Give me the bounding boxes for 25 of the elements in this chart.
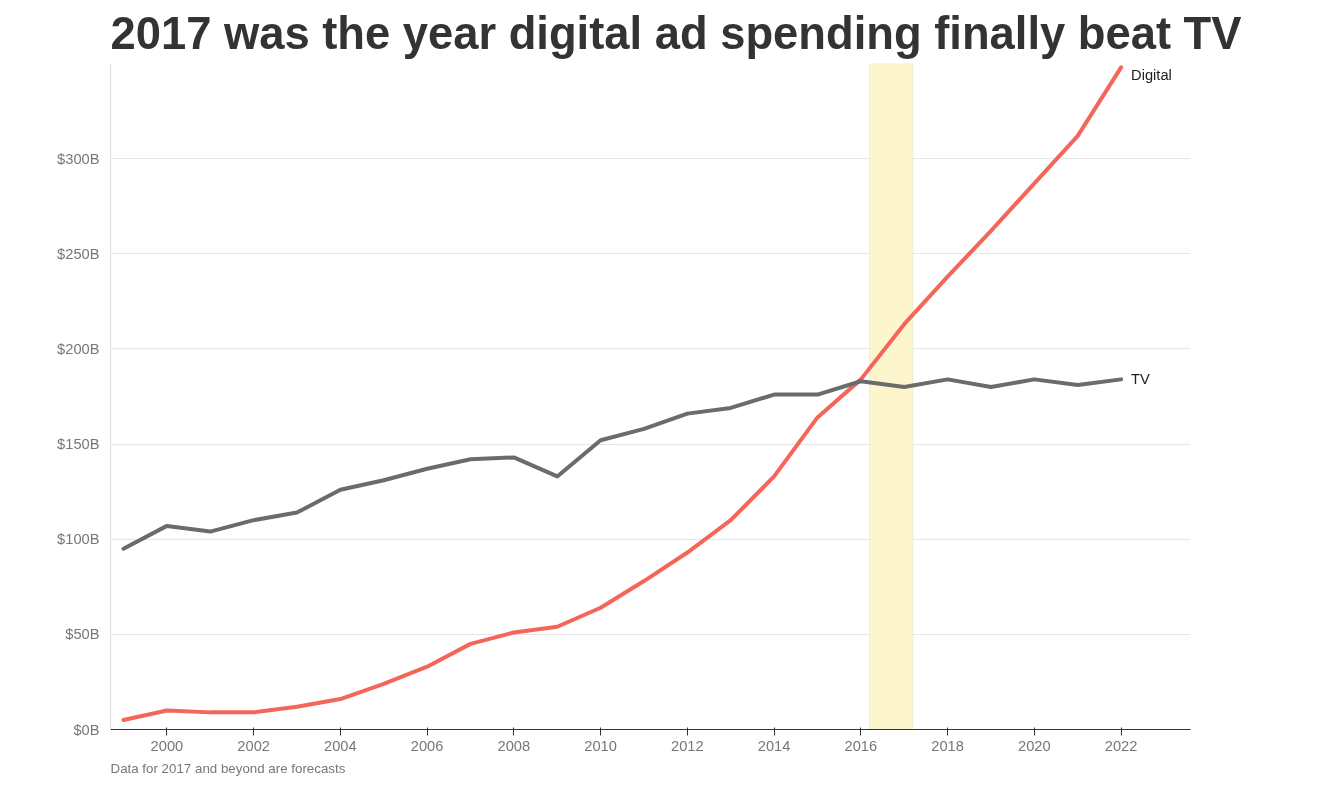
text: Data for 2017 and beyond are forecasts — [110, 760, 346, 776]
x-tick-label: 2022 — [1104, 737, 1138, 754]
series-label: Digital — [1131, 67, 1172, 84]
x-tick-label: 2004 — [324, 737, 357, 754]
x-tick-label: 2012 — [671, 737, 704, 754]
x-tick-label: 2010 — [584, 737, 617, 754]
x-tick-label: 2000 — [150, 737, 184, 754]
x-tick-label: 2006 — [410, 737, 444, 754]
line-series — [121, 377, 1124, 551]
x-tick-label: 2014 — [757, 737, 791, 754]
chart-title: 2017 was the year digital ad spending finally beat TV — [110, 7, 1242, 59]
y-tick-label: $200B — [57, 340, 100, 357]
y-tick-label: $50B — [65, 626, 100, 643]
x-tick-label: 2002 — [237, 737, 270, 754]
y-tick-label: $300B — [57, 150, 100, 167]
y-tick-label: $250B — [57, 245, 100, 262]
y-tick-label: $100B — [57, 531, 100, 548]
series-label: TV — [1131, 371, 1151, 388]
x-tick-label: 2018 — [931, 737, 964, 754]
y-tick-label: $150B — [57, 436, 100, 453]
y-tick-label: $0B — [73, 721, 100, 738]
x-tick-label: 2020 — [1018, 737, 1051, 754]
x-tick-label: 2008 — [497, 737, 531, 754]
x-tick-label: 2016 — [844, 737, 878, 754]
line-series — [121, 65, 1124, 722]
